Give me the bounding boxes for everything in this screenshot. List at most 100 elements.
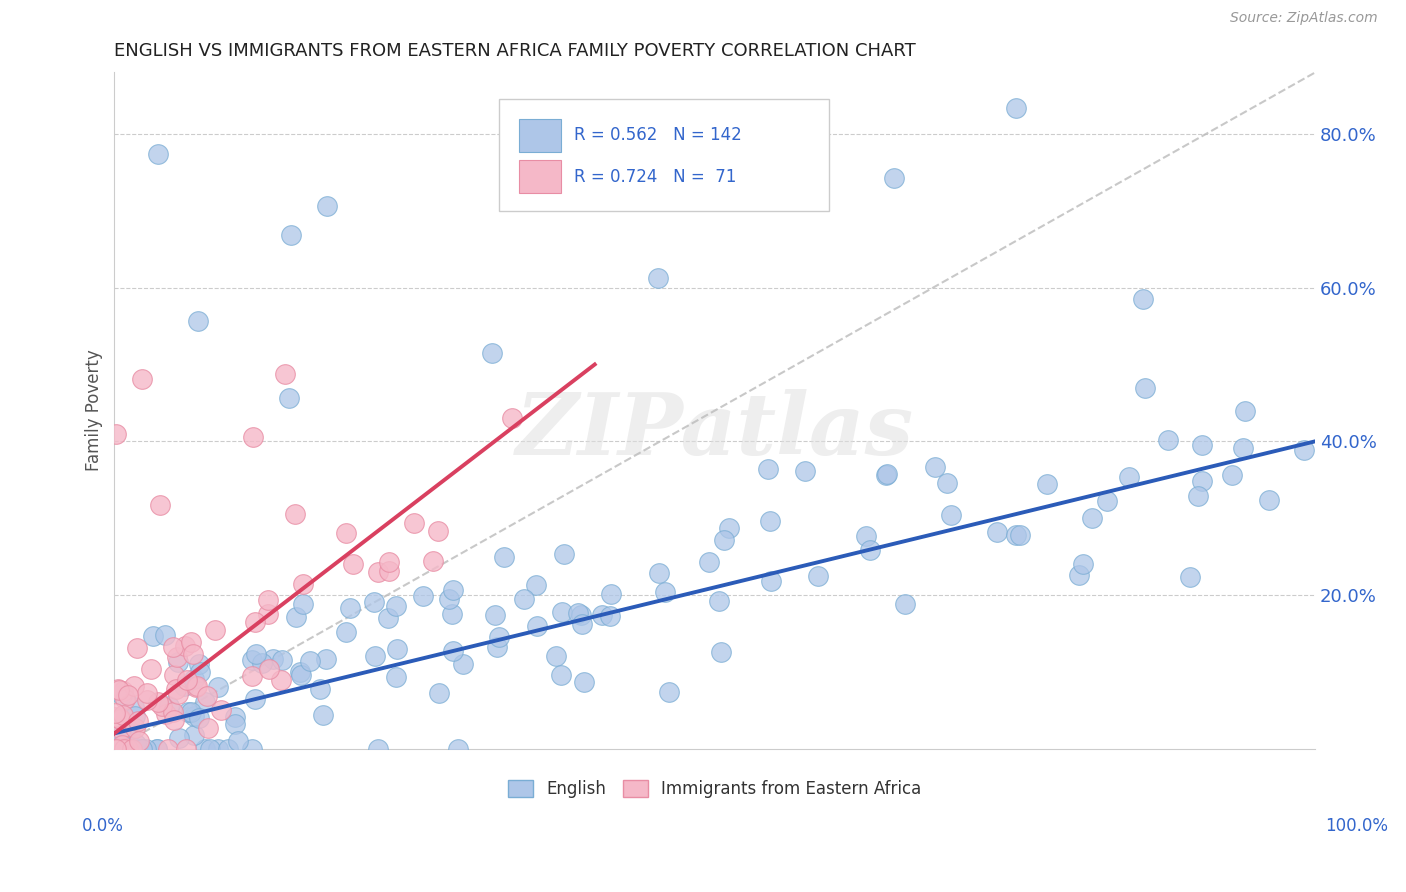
Point bbox=[104, 706, 127, 721]
Point bbox=[146, 695, 169, 709]
Point bbox=[1132, 292, 1154, 306]
Point bbox=[139, 662, 162, 676]
Point bbox=[124, 709, 146, 723]
Point bbox=[148, 498, 170, 512]
Point bbox=[367, 565, 389, 579]
Point bbox=[224, 710, 246, 724]
Point bbox=[110, 723, 132, 737]
Point bbox=[142, 629, 165, 643]
Point bbox=[291, 577, 314, 591]
Point bbox=[342, 557, 364, 571]
Point bbox=[526, 619, 548, 633]
Point bbox=[807, 569, 830, 583]
Point bbox=[492, 549, 515, 564]
Point bbox=[986, 524, 1008, 539]
Point bbox=[441, 582, 464, 597]
Point bbox=[339, 600, 361, 615]
Point bbox=[280, 228, 302, 243]
Point bbox=[1133, 381, 1156, 395]
Point bbox=[437, 591, 460, 606]
Point bbox=[312, 707, 335, 722]
Point bbox=[120, 725, 142, 739]
Point bbox=[122, 679, 145, 693]
Point bbox=[167, 656, 190, 670]
Point bbox=[367, 741, 389, 756]
Point bbox=[252, 656, 274, 670]
Point bbox=[240, 741, 263, 756]
Point bbox=[1035, 477, 1057, 491]
Point bbox=[284, 507, 307, 521]
Point bbox=[567, 606, 589, 620]
Point bbox=[183, 672, 205, 686]
Point bbox=[197, 721, 219, 735]
Text: R = 0.724   N =  71: R = 0.724 N = 71 bbox=[574, 168, 737, 186]
Point bbox=[707, 594, 730, 608]
Point bbox=[194, 741, 217, 756]
Point bbox=[1191, 438, 1213, 452]
Point bbox=[131, 372, 153, 386]
Point bbox=[377, 610, 399, 624]
Point bbox=[335, 625, 357, 640]
Point bbox=[758, 514, 780, 528]
Point bbox=[209, 703, 232, 717]
Point bbox=[194, 695, 217, 709]
Point bbox=[697, 556, 720, 570]
Point bbox=[122, 699, 145, 714]
FancyBboxPatch shape bbox=[499, 100, 830, 211]
Point bbox=[278, 392, 301, 406]
Point bbox=[486, 640, 509, 654]
Point bbox=[115, 741, 138, 756]
Point bbox=[309, 682, 332, 697]
Point bbox=[114, 691, 136, 706]
Point bbox=[107, 682, 129, 697]
Point bbox=[1233, 404, 1256, 418]
Point bbox=[186, 679, 208, 693]
Point bbox=[270, 673, 292, 688]
Point bbox=[1118, 470, 1140, 484]
Point bbox=[274, 368, 297, 382]
Point bbox=[257, 607, 280, 621]
Point bbox=[173, 679, 195, 693]
Point bbox=[188, 657, 211, 671]
Text: ENGLISH VS IMMIGRANTS FROM EASTERN AFRICA FAMILY POVERTY CORRELATION CHART: ENGLISH VS IMMIGRANTS FROM EASTERN AFRIC… bbox=[114, 42, 917, 60]
Text: R = 0.562   N = 142: R = 0.562 N = 142 bbox=[574, 127, 742, 145]
Point bbox=[1191, 475, 1213, 489]
Point bbox=[717, 521, 740, 535]
Point bbox=[441, 607, 464, 621]
Point bbox=[111, 684, 134, 698]
Point bbox=[501, 411, 523, 425]
Point bbox=[107, 741, 129, 756]
Point bbox=[1157, 434, 1180, 448]
Point bbox=[128, 734, 150, 748]
Point bbox=[162, 640, 184, 654]
Point bbox=[262, 652, 284, 666]
Point bbox=[136, 686, 159, 700]
Point bbox=[108, 741, 131, 756]
Point bbox=[713, 533, 735, 548]
Point bbox=[859, 543, 882, 558]
Point bbox=[794, 464, 817, 478]
Point bbox=[291, 597, 314, 611]
Bar bbox=[519, 120, 561, 152]
Point bbox=[571, 617, 593, 632]
Point bbox=[1071, 557, 1094, 571]
Point bbox=[125, 737, 148, 751]
Point bbox=[207, 741, 229, 756]
Point bbox=[163, 713, 186, 727]
Point bbox=[315, 652, 337, 666]
Point bbox=[181, 648, 204, 662]
Point bbox=[385, 641, 408, 656]
Point bbox=[484, 607, 506, 622]
Point bbox=[553, 547, 575, 561]
Point bbox=[105, 739, 128, 754]
Point bbox=[654, 584, 676, 599]
Point bbox=[104, 741, 127, 756]
Text: 0.0%: 0.0% bbox=[82, 817, 124, 835]
Point bbox=[112, 741, 135, 756]
Point bbox=[183, 727, 205, 741]
Point bbox=[572, 674, 595, 689]
Point bbox=[936, 476, 959, 491]
Point bbox=[894, 597, 917, 611]
Point bbox=[243, 692, 266, 706]
Point bbox=[108, 713, 131, 727]
